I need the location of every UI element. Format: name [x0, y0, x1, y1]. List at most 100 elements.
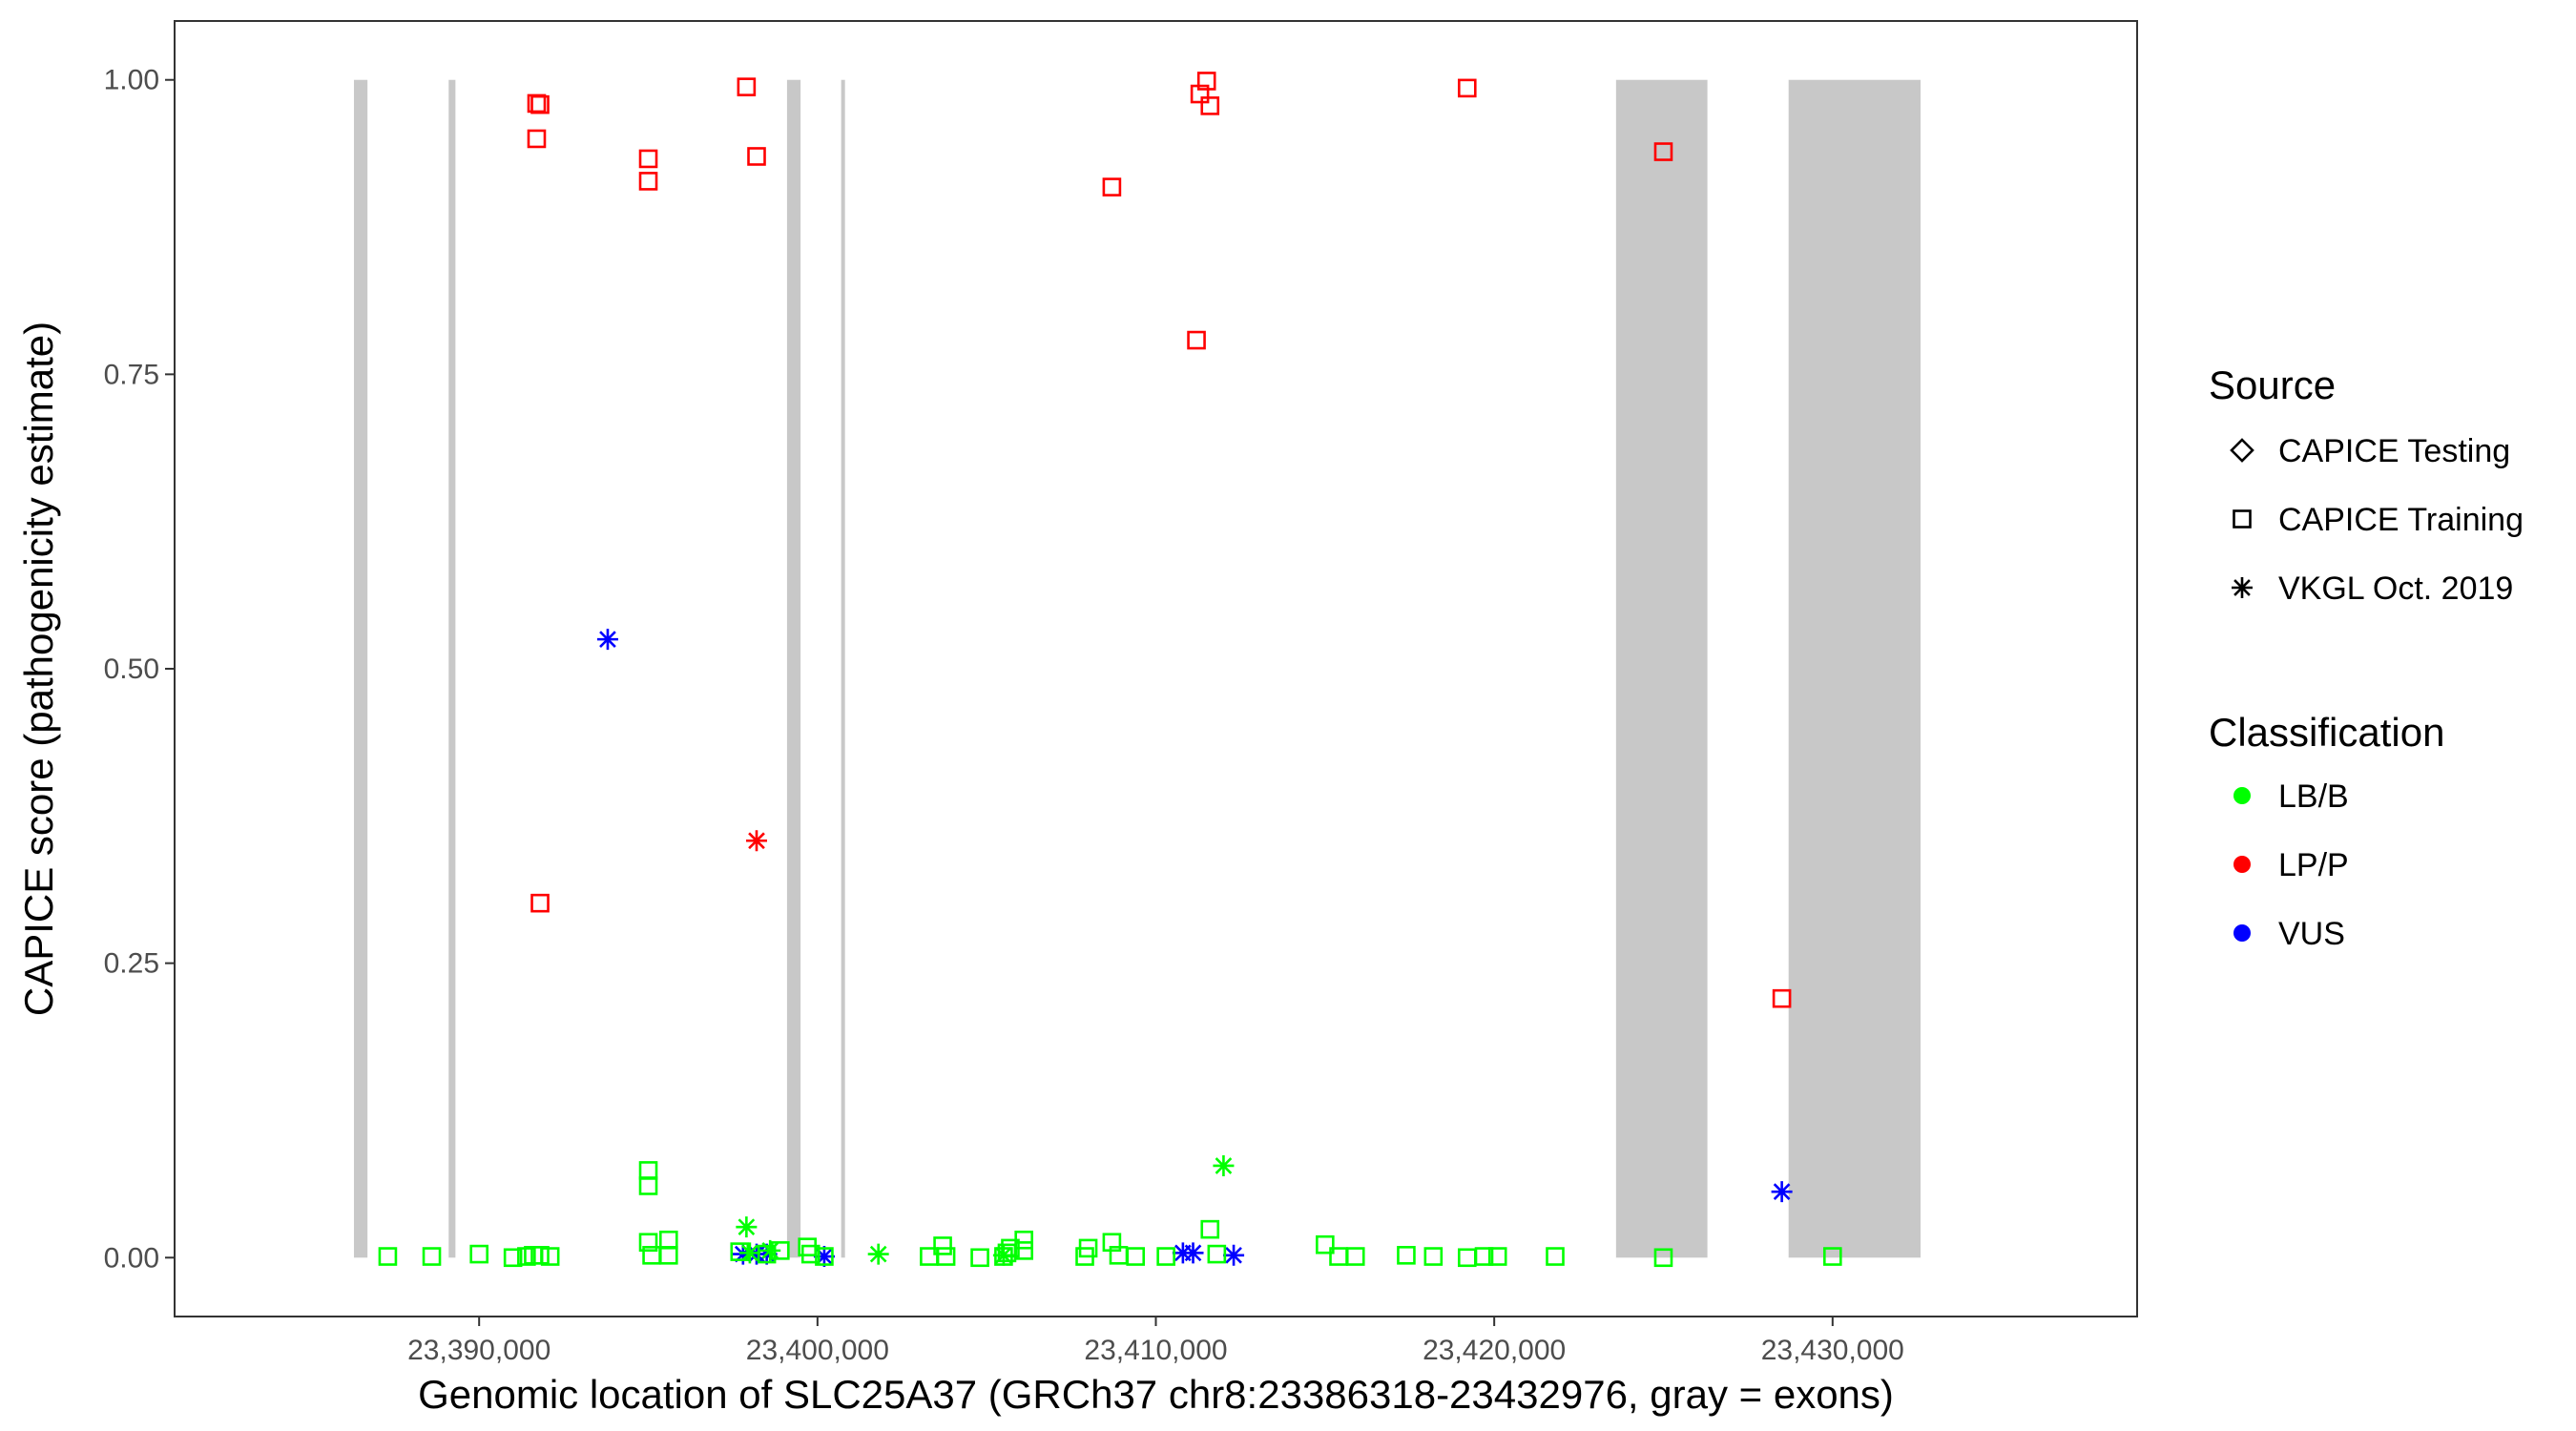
legend-key-dot-icon: [2233, 787, 2251, 804]
x-tick-label: 23,400,000: [746, 1335, 889, 1366]
data-point: [378, 1247, 398, 1266]
data-point: [800, 1244, 821, 1264]
data-point: [530, 893, 550, 913]
data-point: [736, 1216, 758, 1238]
data-point: [1223, 1244, 1245, 1266]
data-point: [867, 1243, 889, 1265]
data-point: [1823, 1247, 1842, 1266]
data-point: [638, 1176, 658, 1195]
exon-band: [1788, 79, 1922, 1258]
legend-label: VUS: [2278, 916, 2345, 952]
data-point: [1772, 988, 1792, 1008]
exon-regions: [353, 79, 1922, 1258]
x-tick-label: 23,430,000: [1761, 1335, 1904, 1366]
legend-key-dot-icon: [2233, 856, 2251, 873]
y-axis-title: CAPICE score (pathogenicity estimate): [16, 321, 61, 1016]
data-point: [1102, 177, 1122, 197]
data-point: [1457, 78, 1477, 98]
exon-band: [1615, 79, 1708, 1258]
y-tick-label: 0.50: [104, 653, 159, 685]
data-point: [1102, 1233, 1122, 1253]
data-point: [738, 1242, 760, 1264]
legend-source-title: Source: [2209, 363, 2336, 407]
x-tick-label: 23,420,000: [1423, 1335, 1566, 1366]
data-point: [530, 1246, 550, 1265]
data-point: [970, 1248, 989, 1268]
data-point: [1207, 1244, 1227, 1264]
legend-key-dot-icon: [2233, 924, 2251, 942]
x-tick-label: 23,410,000: [1084, 1335, 1227, 1366]
data-point: [1187, 330, 1206, 350]
y-tick-label: 0.25: [104, 948, 159, 980]
legend-source: Source CAPICE Testing CAPICE Training VKGL…: [2209, 363, 2524, 607]
data-point: [1200, 96, 1220, 115]
legend-key-square-icon: [2233, 509, 2252, 529]
exon-band: [353, 79, 368, 1258]
data-point: [638, 172, 658, 191]
legend-label: CAPICE Training: [2278, 502, 2524, 538]
legend-classification: Classification LB/B LP/P VUS: [2209, 710, 2444, 952]
legend-label: LB/B: [2278, 778, 2349, 815]
exon-band: [786, 79, 801, 1258]
data-point: [527, 129, 547, 149]
data-point: [746, 830, 768, 852]
data-point: [1423, 1247, 1444, 1266]
data-point: [1771, 1181, 1793, 1203]
data-points: [378, 72, 1842, 1268]
data-point: [638, 1233, 658, 1253]
data-point: [1014, 1241, 1033, 1260]
data-point: [730, 1242, 750, 1261]
y-axis: 0.00 0.25 0.50 0.75 1.00: [104, 65, 175, 1274]
data-point: [747, 147, 766, 166]
data-point: [638, 149, 658, 169]
x-tick-label: 23,390,000: [407, 1335, 551, 1366]
x-axis: 23,390,000 23,400,000 23,410,000 23,420,000…: [407, 1317, 1904, 1366]
data-point: [1345, 1247, 1365, 1266]
data-point: [936, 1247, 956, 1266]
y-tick-label: 0.00: [104, 1242, 159, 1274]
y-tick-label: 1.00: [104, 65, 159, 96]
legend-classification-title: Classification: [2209, 710, 2444, 755]
data-point: [1182, 1242, 1204, 1264]
data-point: [1078, 1238, 1098, 1258]
data-point: [596, 629, 618, 651]
data-point: [1156, 1247, 1175, 1266]
data-point: [503, 1248, 523, 1268]
data-point: [757, 1244, 777, 1264]
legend-key-asterisk-icon: [2232, 577, 2253, 598]
data-point: [1190, 84, 1210, 104]
data-point: [1126, 1247, 1146, 1266]
data-point: [1474, 1247, 1494, 1266]
data-point: [469, 1244, 488, 1264]
data-point: [540, 1247, 560, 1266]
data-point: [771, 1241, 790, 1260]
exon-band: [841, 79, 845, 1258]
data-point: [658, 1246, 678, 1265]
data-point: [815, 1247, 834, 1266]
data-point: [1200, 1219, 1220, 1239]
data-point: [1653, 142, 1673, 161]
data-point: [1546, 1247, 1565, 1266]
data-point: [813, 1246, 835, 1268]
data-point: [1653, 1248, 1673, 1268]
data-point: [422, 1247, 442, 1266]
legend-label: LP/P: [2278, 847, 2349, 883]
exon-band: [448, 79, 456, 1258]
data-point: [1397, 1246, 1416, 1265]
legend-label: VKGL Oct. 2019: [2278, 570, 2513, 607]
data-point: [1213, 1154, 1235, 1176]
x-axis-title: Genomic location of SLC25A37 (GRCh37 chr…: [418, 1372, 1894, 1417]
data-point: [759, 1239, 781, 1261]
data-point: [530, 94, 550, 114]
legend-label: CAPICE Testing: [2278, 433, 2510, 469]
y-tick-label: 0.75: [104, 359, 159, 390]
data-point: [1196, 72, 1216, 91]
data-point: [933, 1236, 952, 1255]
legend-key-diamond-icon: [2230, 438, 2254, 463]
data-point: [1316, 1234, 1335, 1255]
data-point: [737, 77, 757, 96]
data-point: [1487, 1247, 1507, 1266]
data-point: [1014, 1230, 1033, 1250]
